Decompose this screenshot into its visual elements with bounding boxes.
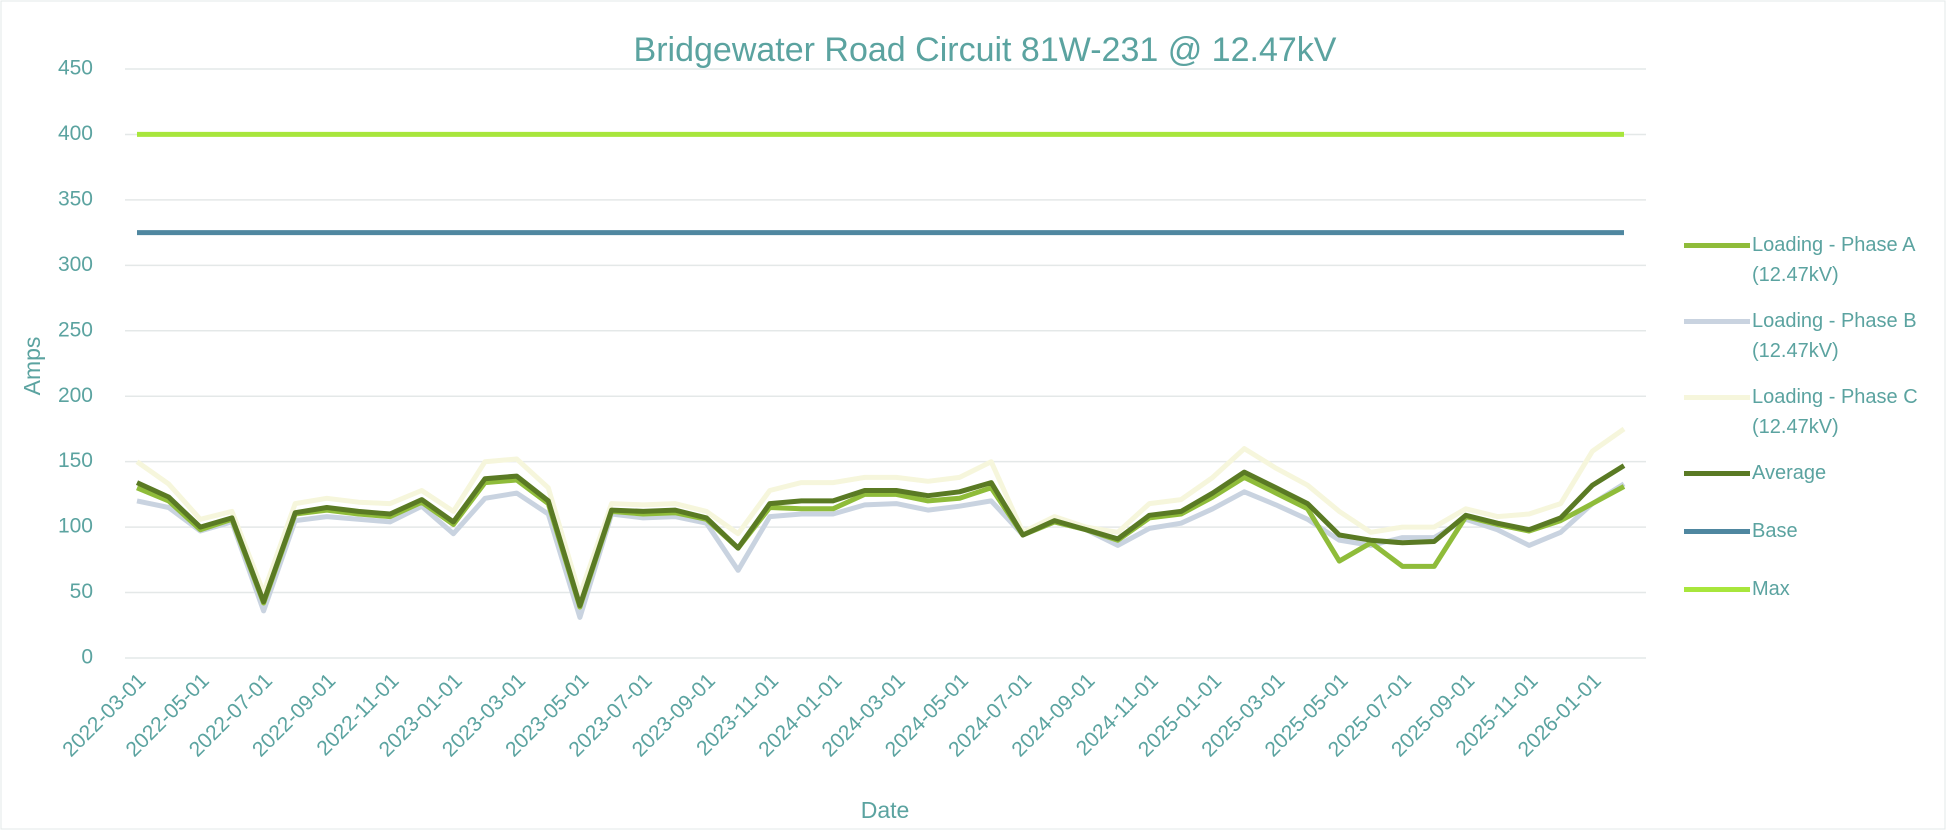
legend-label: Base	[1752, 520, 1798, 542]
y-tick-label: 100	[58, 515, 93, 538]
x-axis-label: Date	[861, 797, 910, 823]
legend-item: Loading - Phase B (12.47kV)	[1680, 306, 1942, 382]
y-axis-label: Amps	[19, 337, 45, 396]
legend-label: Loading - Phase B (12.47kV)	[1752, 310, 1917, 362]
chart-title: Bridgewater Road Circuit 81W-231 @ 12.47…	[634, 31, 1337, 69]
y-tick-label: 150	[58, 449, 93, 472]
y-tick-label: 300	[58, 253, 93, 276]
legend-swatch	[1684, 587, 1750, 592]
series-line	[136, 474, 1626, 610]
series-line	[135, 426, 1626, 598]
legend-label: Loading - Phase C (12.47kV)	[1752, 386, 1918, 438]
legend-swatch	[1684, 529, 1750, 534]
legend-swatch	[1684, 471, 1750, 476]
legend-swatch	[1684, 395, 1750, 400]
y-tick-label: 250	[58, 318, 93, 341]
legend-item: Loading - Phase A (12.47kV)	[1680, 230, 1942, 306]
y-tick-label: 400	[58, 122, 93, 145]
y-tick-label: 350	[58, 187, 93, 210]
legend: Loading - Phase A (12.47kV) Loading - Pha…	[1680, 230, 1942, 632]
legend-item: Base	[1680, 516, 1942, 574]
legend-swatch	[1684, 243, 1750, 248]
series-line	[135, 463, 1626, 609]
y-tick-label: 0	[81, 646, 93, 669]
y-tick-label: 450	[58, 57, 93, 80]
legend-swatch	[1684, 319, 1750, 324]
legend-label: Average	[1752, 462, 1827, 484]
legend-item: Max	[1680, 574, 1942, 632]
legend-item: Average	[1680, 458, 1942, 516]
legend-label: Max	[1752, 578, 1790, 600]
legend-item: Loading - Phase C (12.47kV)	[1680, 382, 1942, 458]
y-tick-label: 200	[58, 384, 93, 407]
y-tick-label: 50	[70, 580, 93, 603]
legend-label: Loading - Phase A (12.47kV)	[1752, 234, 1915, 286]
